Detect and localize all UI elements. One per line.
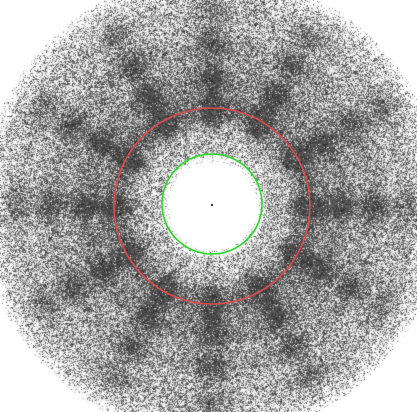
center-point-marker xyxy=(210,203,214,207)
outer-ring-overlay xyxy=(113,107,311,305)
inner-ring-overlay xyxy=(161,153,263,255)
